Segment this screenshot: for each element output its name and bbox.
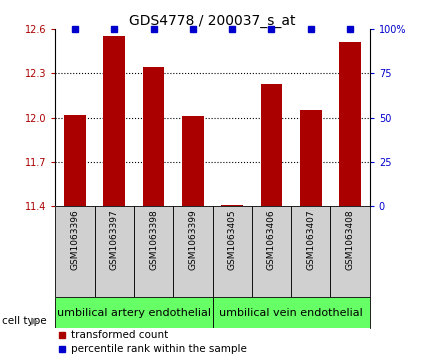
FancyBboxPatch shape: [94, 206, 134, 298]
FancyBboxPatch shape: [331, 206, 370, 298]
Title: GDS4778 / 200037_s_at: GDS4778 / 200037_s_at: [129, 14, 296, 28]
Bar: [339, 42, 361, 206]
Bar: [300, 110, 322, 206]
Text: GSM1063406: GSM1063406: [267, 209, 276, 270]
Bar: [221, 205, 243, 206]
FancyBboxPatch shape: [291, 206, 331, 298]
Text: ▶: ▶: [31, 316, 39, 326]
Text: GSM1063408: GSM1063408: [346, 209, 354, 270]
Text: umbilical vein endothelial: umbilical vein endothelial: [219, 308, 363, 318]
Bar: [261, 84, 282, 206]
Bar: [143, 68, 164, 206]
FancyBboxPatch shape: [55, 298, 212, 328]
Bar: [64, 115, 86, 206]
Bar: [182, 116, 204, 206]
Text: percentile rank within the sample: percentile rank within the sample: [71, 344, 247, 354]
FancyBboxPatch shape: [134, 206, 173, 298]
Bar: [103, 36, 125, 206]
Text: GSM1063396: GSM1063396: [71, 209, 79, 270]
Text: GSM1063398: GSM1063398: [149, 209, 158, 270]
FancyBboxPatch shape: [212, 298, 370, 328]
Text: cell type: cell type: [2, 316, 47, 326]
Text: GSM1063407: GSM1063407: [306, 209, 315, 270]
Text: transformed count: transformed count: [71, 330, 168, 340]
FancyBboxPatch shape: [55, 206, 94, 298]
Text: GSM1063397: GSM1063397: [110, 209, 119, 270]
Text: umbilical artery endothelial: umbilical artery endothelial: [57, 308, 211, 318]
FancyBboxPatch shape: [173, 206, 212, 298]
FancyBboxPatch shape: [212, 206, 252, 298]
Text: GSM1063405: GSM1063405: [228, 209, 237, 270]
FancyBboxPatch shape: [252, 206, 291, 298]
Text: GSM1063399: GSM1063399: [188, 209, 197, 270]
